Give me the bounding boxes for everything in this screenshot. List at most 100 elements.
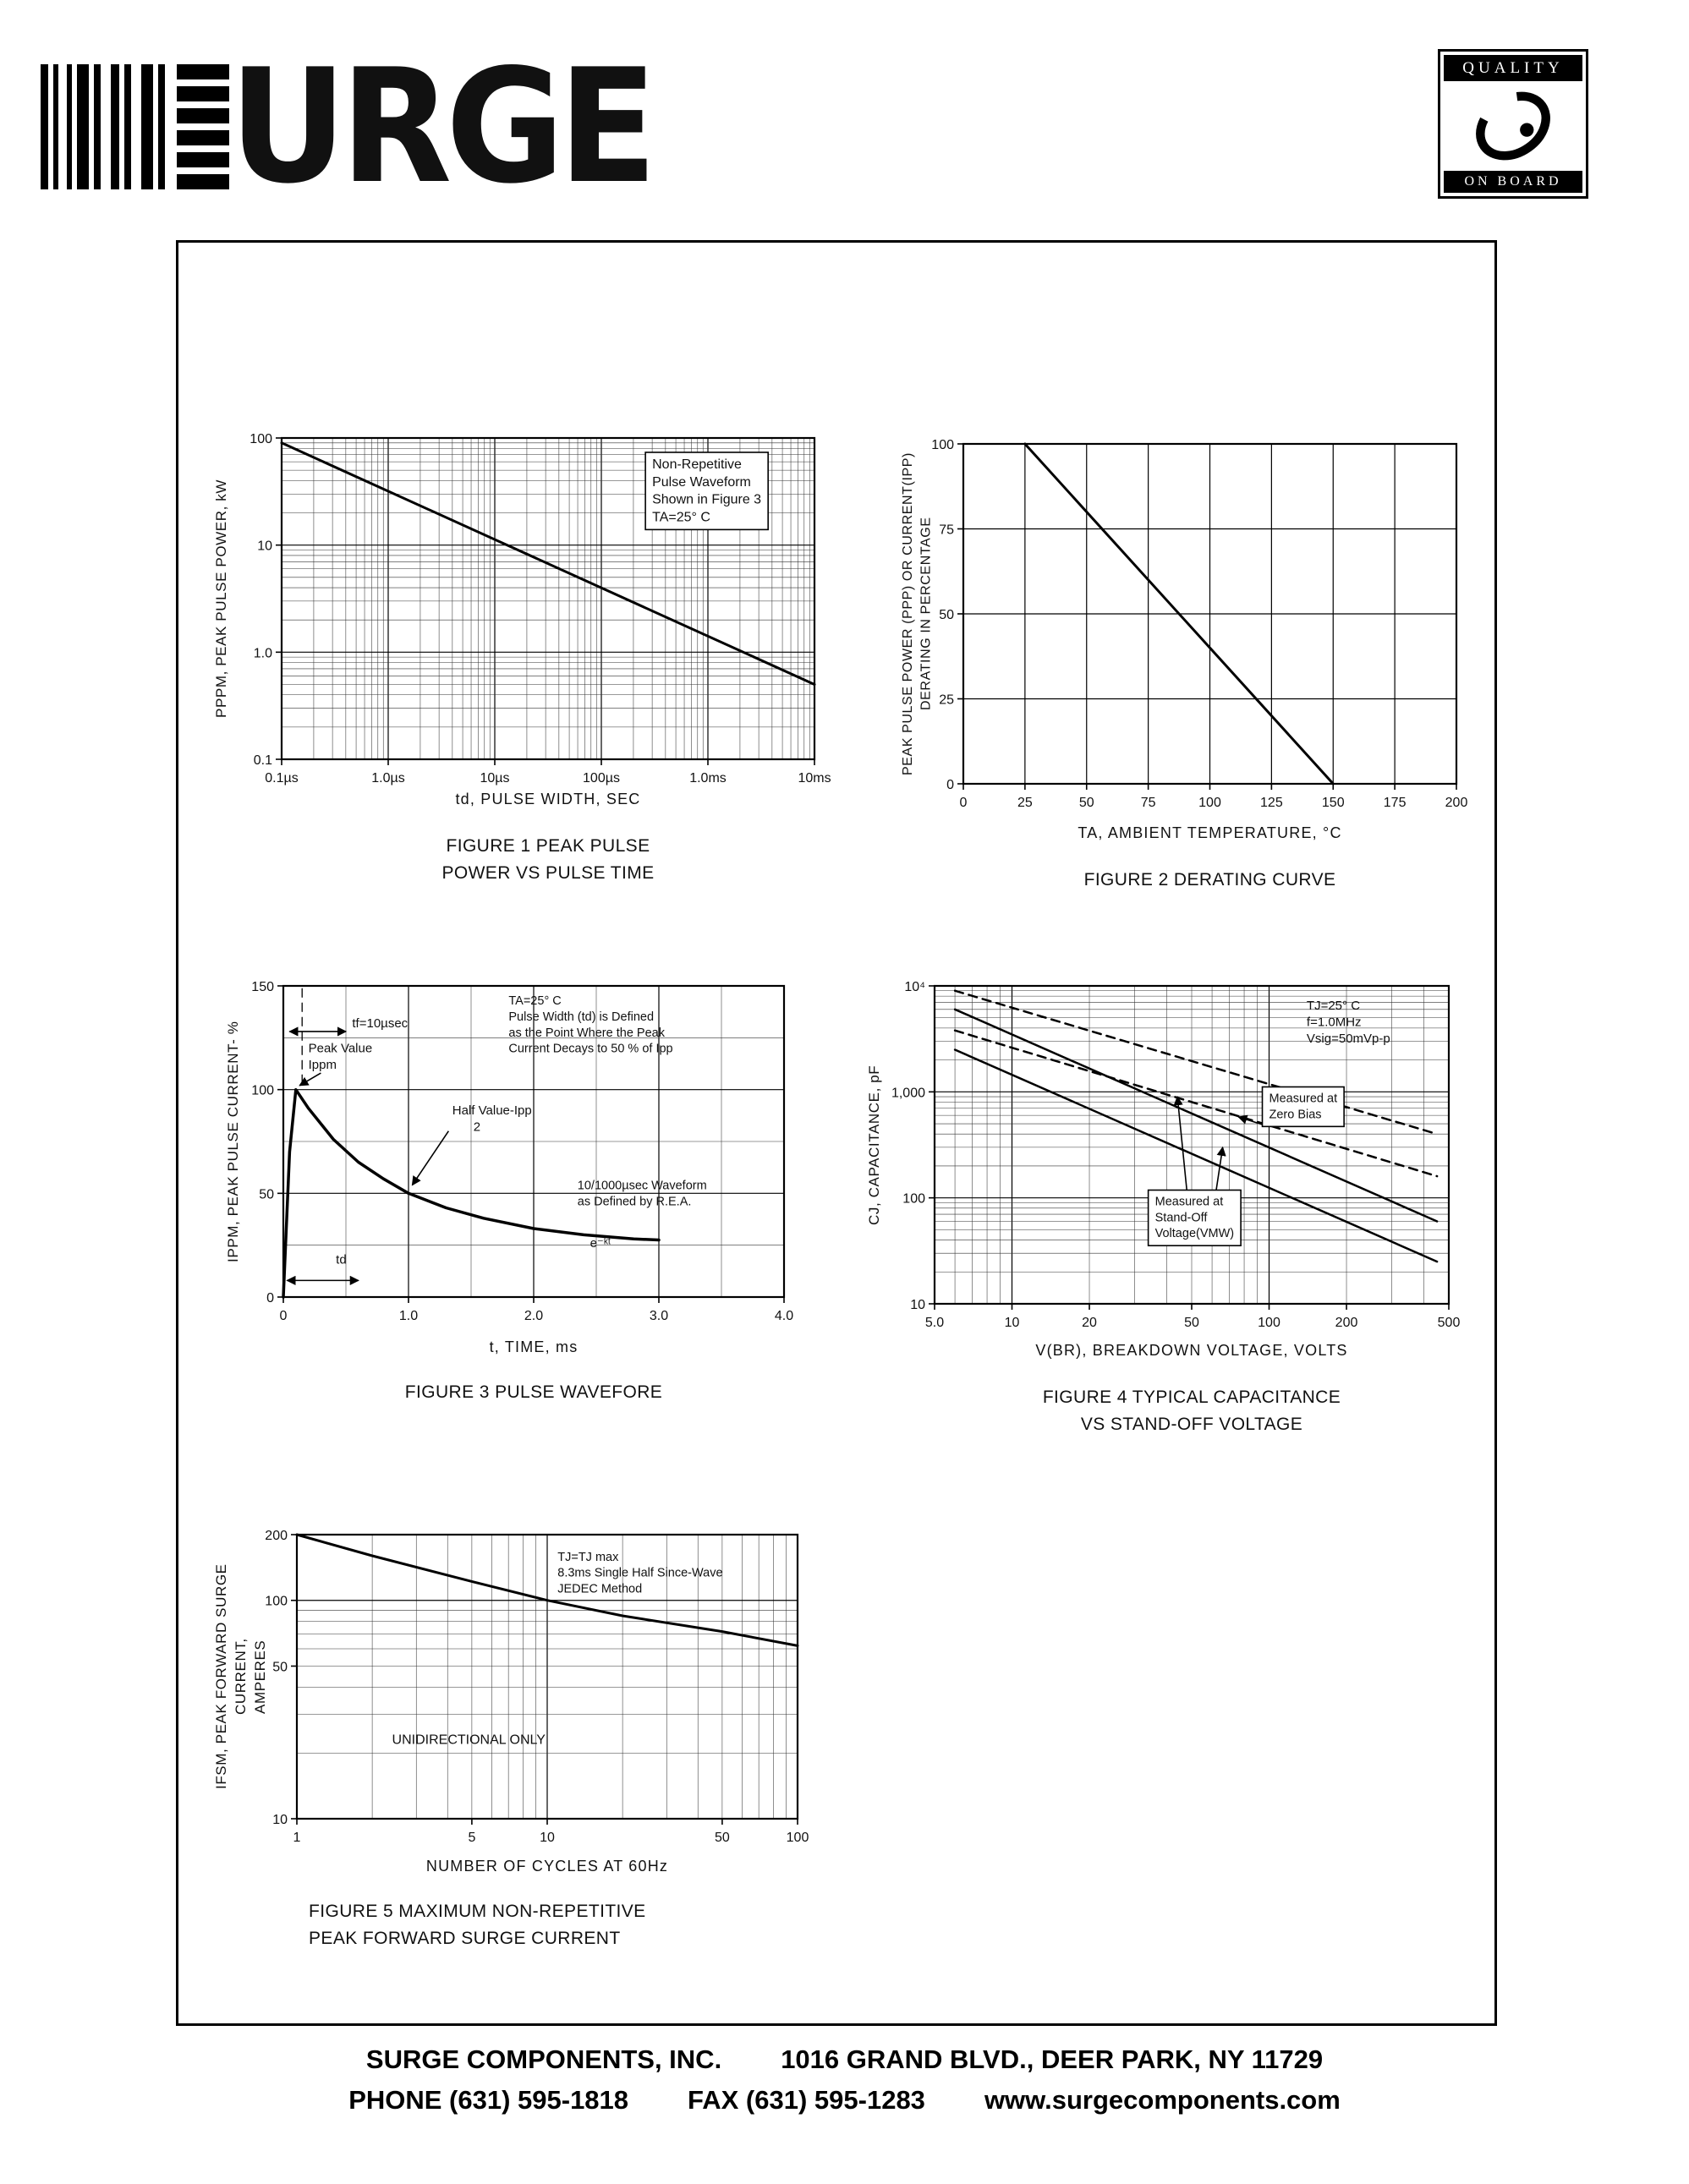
svg-text:100: 100	[265, 1595, 288, 1609]
footer-address: 1016 GRAND BLVD., DEER PARK, NY 11729	[781, 2044, 1324, 2074]
svg-text:1.0: 1.0	[399, 1309, 418, 1323]
svg-text:100: 100	[1258, 1316, 1280, 1330]
svg-text:10µs: 10µs	[480, 771, 509, 785]
figure-5: IFSM, PEAK FORWARD SURGE CURRENT, AMPERE…	[206, 1516, 899, 1990]
svg-text:50: 50	[259, 1187, 274, 1201]
figure3-caption: FIGURE 3 PULSE WAVEFORE	[283, 1379, 784, 1406]
svg-text:4.0: 4.0	[775, 1309, 793, 1323]
svg-text:150: 150	[251, 980, 274, 994]
svg-text:e⁻ᵏᵗ: e⁻ᵏᵗ	[590, 1236, 611, 1251]
svg-text:75: 75	[939, 523, 954, 538]
figure5-caption-line2: PEAK FORWARD SURGE CURRENT	[309, 1928, 621, 1948]
svg-text:0: 0	[266, 1291, 274, 1305]
surge-logo: URGE	[41, 35, 688, 218]
figure-4: CJ, CAPACITANCE, pF 5.0 10 20 50 100 200 500 10…	[857, 966, 1483, 1474]
svg-text:50: 50	[1079, 796, 1094, 810]
svg-text:100: 100	[931, 438, 954, 452]
figure5-x-axis-label: NUMBER OF CYCLES AT 60Hz	[425, 1858, 669, 1875]
svg-text:Half Value-Ipp 2: Half Value-Ipp 2	[452, 1103, 532, 1135]
svg-text:75: 75	[1141, 796, 1156, 810]
svg-text:150: 150	[1322, 796, 1345, 810]
svg-text:1: 1	[293, 1831, 301, 1845]
svg-text:10: 10	[910, 1298, 925, 1312]
svg-text:125: 125	[1260, 796, 1283, 810]
svg-text:50: 50	[1184, 1316, 1199, 1330]
svg-text:UNIDIRECTIONAL ONLY: UNIDIRECTIONAL ONLY	[392, 1733, 546, 1748]
striped-s-icon	[177, 64, 229, 189]
figure5-y-axis-label: IFSM, PEAK FORWARD SURGE CURRENT, AMPERE…	[213, 1563, 268, 1790]
svg-text:1.0: 1.0	[254, 646, 272, 660]
svg-text:0.1µs: 0.1µs	[265, 771, 298, 785]
badge-on-board-label: ON BOARD	[1444, 171, 1582, 193]
figure4-y-axis-label: CJ, CAPACITANCE, pF	[866, 1065, 882, 1225]
badge-quality-label: QUALITY	[1444, 55, 1582, 81]
figure2-caption-line1: FIGURE 2 DERATING CURVE	[1083, 870, 1336, 889]
svg-text:10: 10	[272, 1813, 288, 1827]
figure-1: PPPM, PEAK PULSE POWER, kW 0.1µs 1.0µs 10µ…	[197, 425, 874, 933]
svg-text:1,000: 1,000	[891, 1086, 925, 1100]
svg-text:0.1: 0.1	[254, 753, 272, 768]
figure1-caption-line1: FIGURE 1 PEAK PULSE	[446, 836, 650, 856]
svg-text:500: 500	[1438, 1316, 1461, 1330]
quality-on-board-badge: QUALITY ON BOARD	[1438, 49, 1588, 199]
svg-text:50: 50	[939, 608, 954, 622]
footer-line1: SURGE COMPONENTS, INC. 1016 GRAND BLVD.,…	[0, 2044, 1689, 2075]
svg-text:25: 25	[939, 693, 954, 708]
badge-q-icon	[1444, 85, 1582, 167]
figure3-x-axis-label: t, TIME, ms	[489, 1338, 579, 1355]
svg-text:200: 200	[1335, 1316, 1358, 1330]
figure5-plot: 1 5 10 50 100 10 50 100 200 TJ=TJ max 8.3ms Single…	[265, 1529, 809, 1845]
footer-fax: FAX (631) 595-1283	[688, 2085, 925, 2115]
svg-text:10ms: 10ms	[798, 771, 831, 785]
svg-text:200: 200	[265, 1529, 288, 1543]
figure1-x-axis-label: td, PULSE WIDTH, SEC	[455, 791, 641, 807]
figure1-caption-line2: POWER VS PULSE TIME	[441, 862, 655, 883]
figure2-plot: 0 25 50 75 100 125 150 175 200 0 25 50 75 100	[931, 438, 1467, 810]
svg-text:5.0: 5.0	[925, 1316, 944, 1330]
svg-text:10: 10	[257, 539, 272, 554]
figure1-caption: FIGURE 1 PEAK PULSE POWER VS PULSE TIME	[282, 833, 814, 886]
svg-text:50: 50	[715, 1831, 730, 1845]
footer-line2-wrap: PHONE (631) 595-1818 FAX (631) 595-1283 …	[0, 2085, 1689, 2116]
content-border-box: PPPM, PEAK PULSE POWER, kW 0.1µs 1.0µs 10µ…	[176, 240, 1497, 2026]
figure3-plot: 0 1.0 2.0 3.0 4.0 0 50 100 150 tf=10µsec Peak Valu…	[251, 980, 793, 1323]
svg-text:3.0: 3.0	[650, 1309, 668, 1323]
svg-text:td: td	[336, 1253, 347, 1267]
svg-text:1.0µs: 1.0µs	[371, 771, 404, 785]
svg-text:100: 100	[787, 1831, 809, 1845]
svg-text:100: 100	[251, 1084, 274, 1098]
svg-text:50: 50	[272, 1660, 288, 1674]
q-mark-icon	[1476, 91, 1550, 161]
svg-text:100: 100	[1198, 796, 1221, 810]
svg-text:200: 200	[1445, 796, 1468, 810]
figure2-caption: FIGURE 2 DERATING CURVE	[963, 867, 1456, 894]
svg-text:10: 10	[1005, 1316, 1020, 1330]
figure5-caption-line1: FIGURE 5 MAXIMUM NON-REPETITIVE	[309, 1902, 646, 1921]
logo-text: URGE	[229, 35, 657, 218]
svg-text:20: 20	[1082, 1316, 1097, 1330]
figure3-caption-line1: FIGURE 3 PULSE WAVEFORE	[404, 1382, 663, 1402]
svg-text:175: 175	[1384, 796, 1407, 810]
figure4-caption-line1: FIGURE 4 TYPICAL CAPACITANCE	[1042, 1388, 1341, 1407]
figure2-y-axis-label: PEAK PULSE POWER (PPP) OR CURRENT(IPP) D…	[901, 452, 934, 775]
svg-text:5: 5	[468, 1831, 475, 1845]
figure4-caption: FIGURE 4 TYPICAL CAPACITANCE VS STAND-OF…	[935, 1384, 1449, 1437]
figure-2: PEAK PULSE POWER (PPP) OR CURRENT(IPP) D…	[899, 424, 1474, 939]
footer-line2: PHONE (631) 595-1818 FAX (631) 595-1283 …	[0, 2085, 1689, 2116]
barcode-icon	[41, 64, 174, 189]
svg-text:2.0: 2.0	[524, 1309, 543, 1323]
svg-text:100: 100	[902, 1192, 925, 1207]
figure2-x-axis-label: TA, AMBIENT TEMPERATURE, °C	[1078, 824, 1342, 841]
svg-text:10⁴: 10⁴	[904, 980, 925, 994]
figure4-caption-line2: VS STAND-OFF VOLTAGE	[1080, 1414, 1303, 1434]
svg-text:0: 0	[960, 796, 968, 810]
